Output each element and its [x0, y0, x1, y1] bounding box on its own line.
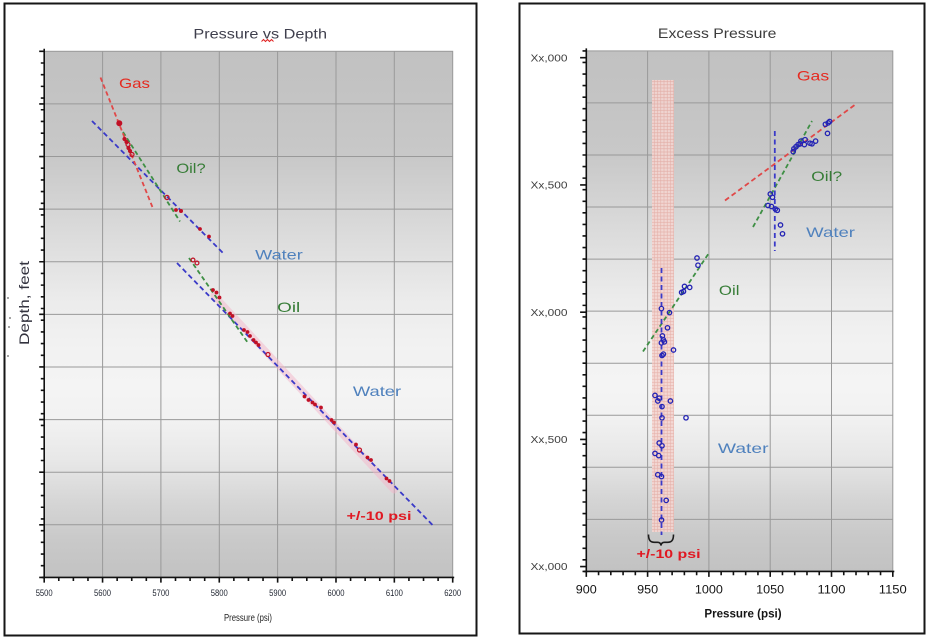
svg-text:5700: 5700 — [152, 588, 169, 598]
svg-text:Oil?: Oil? — [176, 160, 206, 176]
svg-text:1000: 1000 — [695, 583, 723, 597]
svg-text:Depth, feet: Depth, feet — [16, 261, 32, 345]
svg-text:Water: Water — [806, 224, 855, 240]
svg-text:Xx,000: Xx,000 — [531, 308, 569, 319]
svg-text:Water: Water — [255, 247, 303, 263]
svg-text:5600: 5600 — [94, 588, 111, 598]
svg-text:+/-10 psi: +/-10 psi — [637, 549, 701, 561]
svg-text:6100: 6100 — [386, 588, 403, 598]
svg-text:Water: Water — [353, 383, 402, 399]
svg-text:Oil?: Oil? — [811, 168, 842, 184]
svg-text:5800: 5800 — [211, 588, 228, 598]
svg-text:6000: 6000 — [327, 588, 344, 598]
svg-text:+/-10 psi: +/-10 psi — [347, 511, 412, 523]
svg-text:1100: 1100 — [818, 583, 846, 597]
svg-text:Gas: Gas — [119, 75, 150, 91]
svg-text:Oil: Oil — [277, 299, 300, 315]
svg-text:Gas: Gas — [797, 68, 829, 84]
svg-text:Pressure (psi): Pressure (psi) — [224, 612, 272, 624]
svg-text:Oil: Oil — [719, 282, 740, 298]
svg-text:Xx,000: Xx,000 — [531, 562, 569, 573]
svg-text:950: 950 — [637, 583, 658, 597]
svg-text:900: 900 — [576, 583, 597, 597]
svg-text:Pressure (psi): Pressure (psi) — [704, 607, 781, 621]
svg-text:Water: Water — [718, 440, 769, 456]
svg-text:1050: 1050 — [756, 583, 784, 597]
svg-text:Xx,500: Xx,500 — [531, 435, 569, 446]
svg-text:1150: 1150 — [879, 583, 907, 597]
svg-text:6200: 6200 — [444, 588, 461, 598]
svg-text:5500: 5500 — [36, 588, 53, 598]
svg-text:Pressure vs Depth: Pressure vs Depth — [193, 26, 327, 42]
svg-text:5900: 5900 — [269, 588, 286, 598]
svg-text:Xx,000: Xx,000 — [531, 53, 569, 64]
svg-text:Xx,500: Xx,500 — [531, 181, 569, 192]
svg-text:Excess Pressure: Excess Pressure — [658, 25, 777, 41]
